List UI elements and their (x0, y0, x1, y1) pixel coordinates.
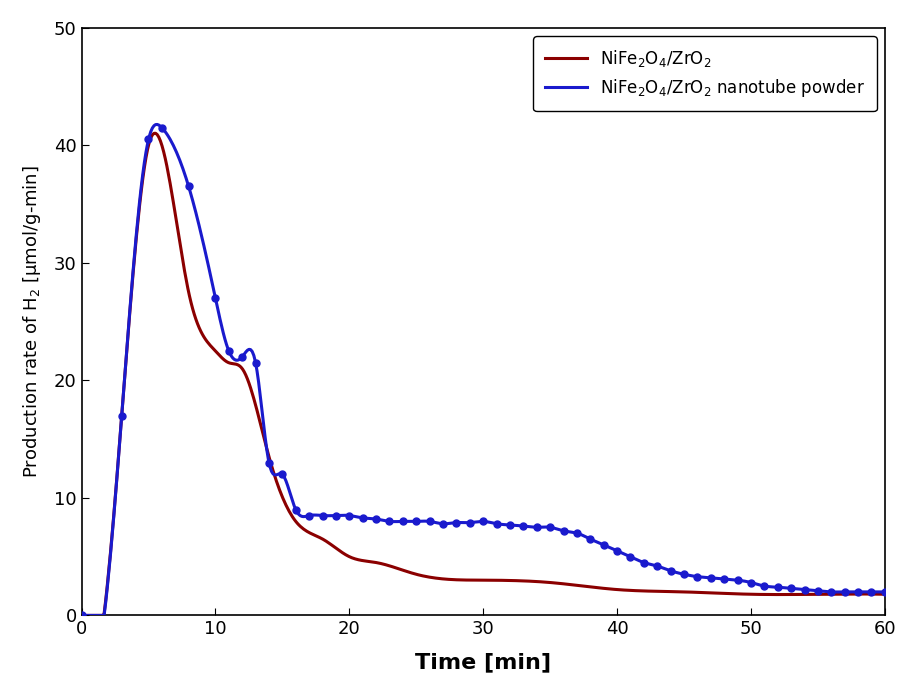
NiFe$_2$O$_4$/ZrO$_2$ nanotube powder (556, 526, 567, 534)
NiFe$_2$O$_4$/ZrO$_2$ nanotube powder (879, 588, 890, 596)
NiFe$_2$O$_4$/ZrO$_2$ (459, 576, 470, 584)
NiFe$_2$O$_4$/ZrO$_2$ (556, 579, 567, 588)
NiFe$_2$O$_4$/ZrO$_2$ nanotube powder (464, 518, 475, 527)
NiFe$_2$O$_4$/ZrO$_2$ nanotube powder (736, 577, 747, 585)
X-axis label: Time [min]: Time [min] (415, 652, 551, 672)
Legend: NiFe$_2$O$_4$/ZrO$_2$, NiFe$_2$O$_4$/ZrO$_2$ nanotube powder: NiFe$_2$O$_4$/ZrO$_2$, NiFe$_2$O$_4$/ZrO… (534, 36, 877, 111)
NiFe$_2$O$_4$/ZrO$_2$ (736, 590, 747, 598)
NiFe$_2$O$_4$/ZrO$_2$ nanotube powder (513, 521, 524, 529)
NiFe$_2$O$_4$/ZrO$_2$ (76, 611, 87, 620)
Y-axis label: Production rate of H$_2$ [μmol/g-min]: Production rate of H$_2$ [μmol/g-min] (21, 166, 43, 478)
NiFe$_2$O$_4$/ZrO$_2$ nanotube powder (862, 588, 873, 596)
NiFe$_2$O$_4$/ZrO$_2$ nanotube powder (151, 121, 162, 129)
Line: NiFe$_2$O$_4$/ZrO$_2$: NiFe$_2$O$_4$/ZrO$_2$ (82, 133, 885, 615)
NiFe$_2$O$_4$/ZrO$_2$ nanotube powder (459, 518, 470, 527)
NiFe$_2$O$_4$/ZrO$_2$ (862, 590, 873, 598)
NiFe$_2$O$_4$/ZrO$_2$ (150, 129, 161, 137)
NiFe$_2$O$_4$/ZrO$_2$ nanotube powder (76, 611, 87, 620)
NiFe$_2$O$_4$/ZrO$_2$ (513, 577, 524, 585)
NiFe$_2$O$_4$/ZrO$_2$ (464, 576, 475, 584)
NiFe$_2$O$_4$/ZrO$_2$ (879, 590, 890, 599)
Line: NiFe$_2$O$_4$/ZrO$_2$ nanotube powder: NiFe$_2$O$_4$/ZrO$_2$ nanotube powder (82, 125, 885, 615)
